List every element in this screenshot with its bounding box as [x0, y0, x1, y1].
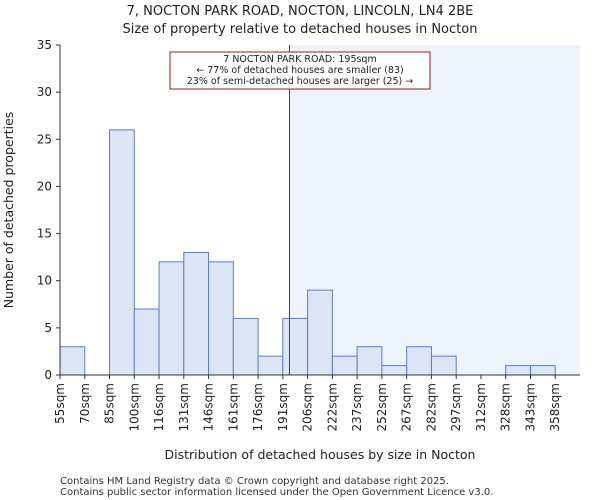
- x-tick-label: 252sqm: [375, 383, 389, 431]
- bar-267sqm: [406, 346, 432, 376]
- footer-line2: Contains public sector information licen…: [60, 487, 493, 498]
- footer-line1: Contains HM Land Registry data © Crown c…: [60, 476, 449, 487]
- x-tick-label: 222sqm: [325, 383, 339, 431]
- x-tick-label: 70sqm: [78, 383, 92, 424]
- bars-group: [59, 129, 556, 376]
- bar-131sqm: [183, 251, 210, 376]
- x-tick-label: 237sqm: [350, 383, 364, 431]
- y-tick-label: 30: [37, 85, 52, 99]
- chart-title-line1: 7, NOCTON PARK ROAD, NOCTON, LINCOLN, LN…: [127, 4, 474, 19]
- x-tick-label: 55sqm: [53, 383, 67, 424]
- y-axis-label: Number of detached properties: [1, 112, 16, 309]
- axes-group: [59, 45, 580, 376]
- x-tick-label: 116sqm: [152, 383, 166, 431]
- highlight-region: [289, 45, 580, 375]
- bar-55sqm: [59, 346, 86, 376]
- y-tick-label: 20: [37, 179, 52, 193]
- bar-328sqm: [505, 365, 531, 376]
- bar-282sqm: [430, 355, 457, 376]
- annotation-line3: 23% of semi-detached houses are larger (…: [187, 76, 414, 87]
- chart-title-line2: Size of property relative to detached ho…: [123, 22, 478, 37]
- x-tick-label: 358sqm: [548, 383, 562, 431]
- y-tick-label: 15: [37, 227, 52, 241]
- bar-161sqm: [232, 317, 259, 376]
- annotation-line2: ← 77% of detached houses are smaller (83…: [196, 65, 403, 76]
- bar-176sqm: [257, 355, 284, 376]
- annotation-border: [169, 51, 431, 90]
- x-ticks-group: 55sqm 70sqm 85sqm 100sqm 116sqm 131sqm 146sqm 1…: [53, 375, 562, 431]
- annotation-box: 7 NOCTON PARK ROAD: 195sqm ← 77% of deta…: [169, 51, 431, 90]
- bar-116sqm: [158, 261, 185, 376]
- x-tick-label: 328sqm: [499, 383, 513, 431]
- x-tick-label: 176sqm: [251, 383, 265, 431]
- x-tick-label: 100sqm: [127, 383, 141, 431]
- bar-343sqm: [529, 365, 556, 376]
- x-tick-label: 191sqm: [276, 383, 290, 431]
- y-ticks-group: 0 5 10 15 20 25 30 35: [37, 38, 60, 382]
- y-tick-label: 10: [37, 274, 52, 288]
- bar-222sqm: [331, 355, 358, 376]
- y-tick-label: 0: [44, 368, 52, 382]
- bar-85sqm: [109, 129, 135, 376]
- y-tick-label: 5: [44, 321, 52, 335]
- bar-237sqm: [356, 346, 383, 376]
- x-tick-label: 85sqm: [103, 383, 117, 424]
- x-tick-label: 267sqm: [400, 383, 414, 431]
- annotation-line1: 7 NOCTON PARK ROAD: 195sqm: [223, 54, 376, 65]
- x-tick-label: 206sqm: [301, 383, 315, 431]
- x-tick-label: 312sqm: [474, 383, 488, 431]
- y-tick-label: 25: [37, 132, 52, 146]
- x-tick-label: 297sqm: [449, 383, 463, 431]
- x-tick-label: 131sqm: [177, 383, 191, 431]
- x-tick-label: 343sqm: [523, 383, 537, 431]
- x-axis-label: Distribution of detached houses by size …: [165, 447, 476, 462]
- x-tick-label: 161sqm: [226, 383, 240, 431]
- y-tick-label: 35: [37, 38, 52, 52]
- bar-100sqm: [133, 308, 160, 376]
- bar-146sqm: [208, 261, 234, 376]
- bar-252sqm: [381, 365, 408, 376]
- x-tick-label: 146sqm: [202, 383, 216, 431]
- bar-206sqm: [307, 289, 333, 376]
- bar-191sqm: [282, 317, 309, 376]
- x-tick-label: 282sqm: [424, 383, 438, 431]
